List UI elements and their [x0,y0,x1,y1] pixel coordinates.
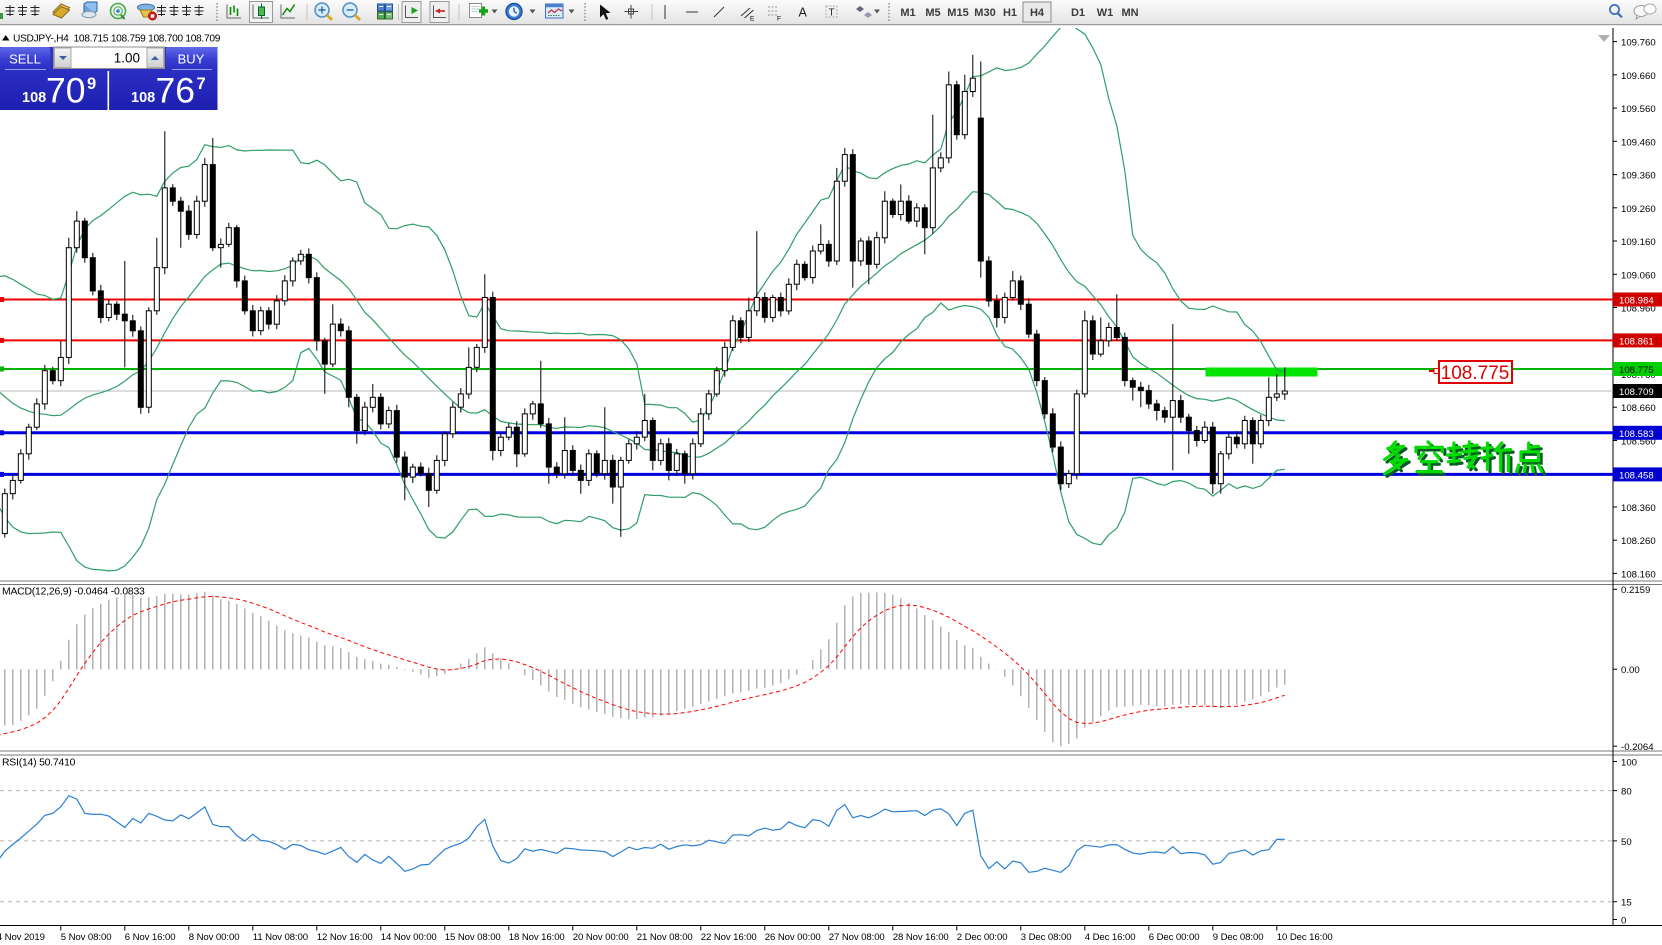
svg-text:15: 15 [1621,898,1632,909]
svg-text:E: E [750,16,755,23]
svg-text:SELL: SELL [9,52,41,67]
svg-text:4 Nov 2019: 4 Nov 2019 [0,932,45,943]
svg-text:A: A [799,6,808,20]
svg-text:76: 76 [156,71,196,111]
svg-text:26 Nov 00:00: 26 Nov 00:00 [765,932,821,943]
svg-text:108.861: 108.861 [1619,336,1654,347]
svg-text:14 Nov 00:00: 14 Nov 00:00 [381,932,437,943]
svg-text:109.360: 109.360 [1621,171,1656,182]
svg-text:D1: D1 [1071,7,1085,19]
svg-text:28 Nov 16:00: 28 Nov 16:00 [893,932,949,943]
svg-text:MN: MN [1121,7,1138,19]
svg-text:108.709: 108.709 [1619,387,1654,398]
svg-text:0: 0 [1621,916,1626,927]
svg-text:6 Dec 00:00: 6 Dec 00:00 [1149,932,1200,943]
svg-text:20 Nov 00:00: 20 Nov 00:00 [573,932,629,943]
svg-text:10 Dec 16:00: 10 Dec 16:00 [1277,932,1333,943]
svg-text:BUY: BUY [178,52,205,67]
svg-text:108.360: 108.360 [1621,503,1656,514]
svg-text:3 Dec 08:00: 3 Dec 08:00 [1021,932,1072,943]
svg-text:109.260: 109.260 [1621,204,1656,215]
svg-text:108.775: 108.775 [1619,365,1654,376]
svg-text:100: 100 [1621,758,1637,769]
svg-text:50: 50 [1621,837,1632,848]
svg-text:M5: M5 [925,7,940,19]
svg-text:70: 70 [46,71,86,111]
svg-text:108.560: 108.560 [1621,437,1656,448]
svg-text:22 Nov 16:00: 22 Nov 16:00 [701,932,757,943]
svg-text:H1: H1 [1003,7,1017,19]
svg-text:27 Nov 08:00: 27 Nov 08:00 [829,932,885,943]
svg-text:80: 80 [1621,787,1632,798]
svg-text:0.2159: 0.2159 [1621,585,1650,596]
svg-text:108.960: 108.960 [1621,304,1656,315]
svg-text:5 Nov 08:00: 5 Nov 08:00 [61,932,112,943]
svg-text:108.160: 108.160 [1621,569,1656,580]
svg-text:108.458: 108.458 [1619,470,1654,481]
svg-text:12 Nov 16:00: 12 Nov 16:00 [317,932,373,943]
svg-text:109.660: 109.660 [1621,71,1656,82]
svg-text:109.160: 109.160 [1621,237,1656,248]
svg-text:108.583: 108.583 [1619,429,1654,440]
svg-text:M15: M15 [947,7,968,19]
svg-text:7: 7 [197,75,206,93]
svg-text:8 Nov 00:00: 8 Nov 00:00 [189,932,240,943]
svg-text:108: 108 [22,90,46,106]
svg-text:9: 9 [87,75,96,93]
svg-text:T: T [829,8,835,19]
svg-text:108.660: 108.660 [1621,403,1656,414]
svg-text:MACD(12,26,9) -0.0464 -0.0833: MACD(12,26,9) -0.0464 -0.0833 [2,587,145,598]
svg-text:109.760: 109.760 [1621,38,1656,49]
svg-text:9 Dec 08:00: 9 Dec 08:00 [1213,932,1264,943]
svg-text:11 Nov 08:00: 11 Nov 08:00 [253,932,308,943]
svg-text:M1: M1 [900,7,915,19]
svg-text:RSI(14) 50.7410: RSI(14) 50.7410 [2,758,76,769]
svg-text:2 Dec 00:00: 2 Dec 00:00 [957,932,1008,943]
svg-text:108.260: 108.260 [1621,536,1656,547]
svg-text:108.775: 108.775 [1441,363,1510,384]
svg-text:-0.2064: -0.2064 [1621,742,1654,753]
svg-text:USDJPY-,H4 108.715 108.759 10: USDJPY-,H4 108.715 108.759 108.700 108.7… [13,34,221,45]
svg-text:18 Nov 16:00: 18 Nov 16:00 [509,932,565,943]
svg-text:4 Dec 16:00: 4 Dec 16:00 [1085,932,1136,943]
svg-text:H4: H4 [1030,7,1045,19]
svg-text:109.060: 109.060 [1621,270,1656,281]
svg-text:108.984: 108.984 [1619,296,1654,307]
svg-text:21 Nov 08:00: 21 Nov 08:00 [637,932,693,943]
svg-text:M30: M30 [974,7,995,19]
svg-text:109.560: 109.560 [1621,104,1656,115]
svg-text:0.00: 0.00 [1621,665,1640,676]
svg-text:15 Nov 08:00: 15 Nov 08:00 [445,932,501,943]
svg-text:6 Nov 16:00: 6 Nov 16:00 [125,932,176,943]
svg-text:1.00: 1.00 [114,51,140,66]
svg-text:108: 108 [131,90,155,106]
svg-text:109.460: 109.460 [1621,137,1656,148]
svg-text:F: F [777,16,781,23]
svg-text:W1: W1 [1097,7,1114,19]
